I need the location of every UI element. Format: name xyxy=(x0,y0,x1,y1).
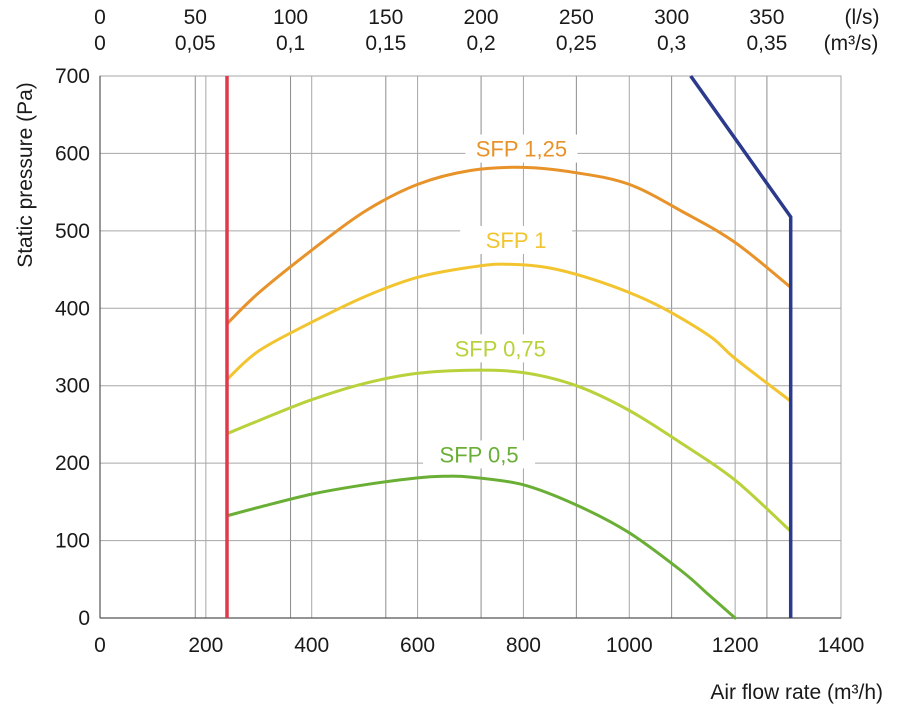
top-tick-label-m3s: 0,2 xyxy=(466,32,495,55)
series-label: SFP 0,75 xyxy=(455,336,546,361)
series-label-bg xyxy=(465,134,578,163)
y-tick-label: 400 xyxy=(55,297,90,320)
y-tick-label: 600 xyxy=(55,142,90,165)
top-tick-label-m3s: 0,35 xyxy=(746,32,787,55)
x-tick-label: 1400 xyxy=(818,634,865,657)
x-tick-label: 800 xyxy=(506,634,541,657)
x-tick-label: 600 xyxy=(400,634,435,657)
series-line xyxy=(225,474,737,620)
y-tick-label: 700 xyxy=(55,65,90,88)
top-tick-label-ls: 350 xyxy=(749,6,784,29)
y-tick-label: 100 xyxy=(55,530,90,553)
y-tick-label: 200 xyxy=(55,452,90,475)
x-tick-label: 0 xyxy=(94,634,106,657)
series-label-bg xyxy=(444,334,557,363)
series-line xyxy=(225,165,793,326)
top-tick-label-ls: 50 xyxy=(184,6,207,29)
series-label-bg xyxy=(460,225,573,254)
x-tick-label: 200 xyxy=(188,634,223,657)
series-label: SFP 1,25 xyxy=(476,137,567,162)
top-tick-label-ls: 0 xyxy=(94,6,106,29)
y-axis-title: Static pressure (Pa) xyxy=(14,82,37,268)
limit-line xyxy=(689,74,793,618)
data-lines: SFP 1,25 SFP 1 SFP 0,75 SFP 0,5 xyxy=(225,74,793,620)
top-tick-label-m3s: 0 xyxy=(94,32,106,55)
x-tick-label: 1200 xyxy=(712,634,759,657)
top-tick-label-ls: 100 xyxy=(273,6,308,29)
top-tick-label-m3s: 0,3 xyxy=(657,32,686,55)
top-tick-label-ls: 200 xyxy=(464,6,499,29)
top-tick-label-m3s: 0,1 xyxy=(276,32,305,55)
top-tick-label-ls: 300 xyxy=(654,6,689,29)
y-tick-label: 300 xyxy=(55,375,90,398)
top-axis-m3s-unit: (m³/s) xyxy=(824,32,879,55)
x-axis-title: Air flow rate (m³/h) xyxy=(710,681,883,704)
series-label: SFP 1 xyxy=(486,228,547,253)
series-label-bg xyxy=(423,440,536,469)
top-tick-label-ls: 150 xyxy=(368,6,403,29)
tick-labels: 0 200 400 600 800 1000 1200 1400010020030040050… xyxy=(55,6,864,657)
top-tick-label-m3s: 0,05 xyxy=(175,32,216,55)
series-line xyxy=(225,262,793,403)
x-tick-label: 1000 xyxy=(606,634,653,657)
y-tick-label: 0 xyxy=(78,607,90,630)
series-label: SFP 0,5 xyxy=(440,442,519,467)
top-tick-label-m3s: 0,15 xyxy=(365,32,406,55)
top-axis-ls-unit: (l/s) xyxy=(845,6,880,29)
top-tick-label-ls: 250 xyxy=(559,6,594,29)
y-tick-label: 500 xyxy=(55,220,90,243)
x-tick-label: 400 xyxy=(294,634,329,657)
series-line xyxy=(225,368,793,533)
top-tick-label-m3s: 0,25 xyxy=(556,32,597,55)
